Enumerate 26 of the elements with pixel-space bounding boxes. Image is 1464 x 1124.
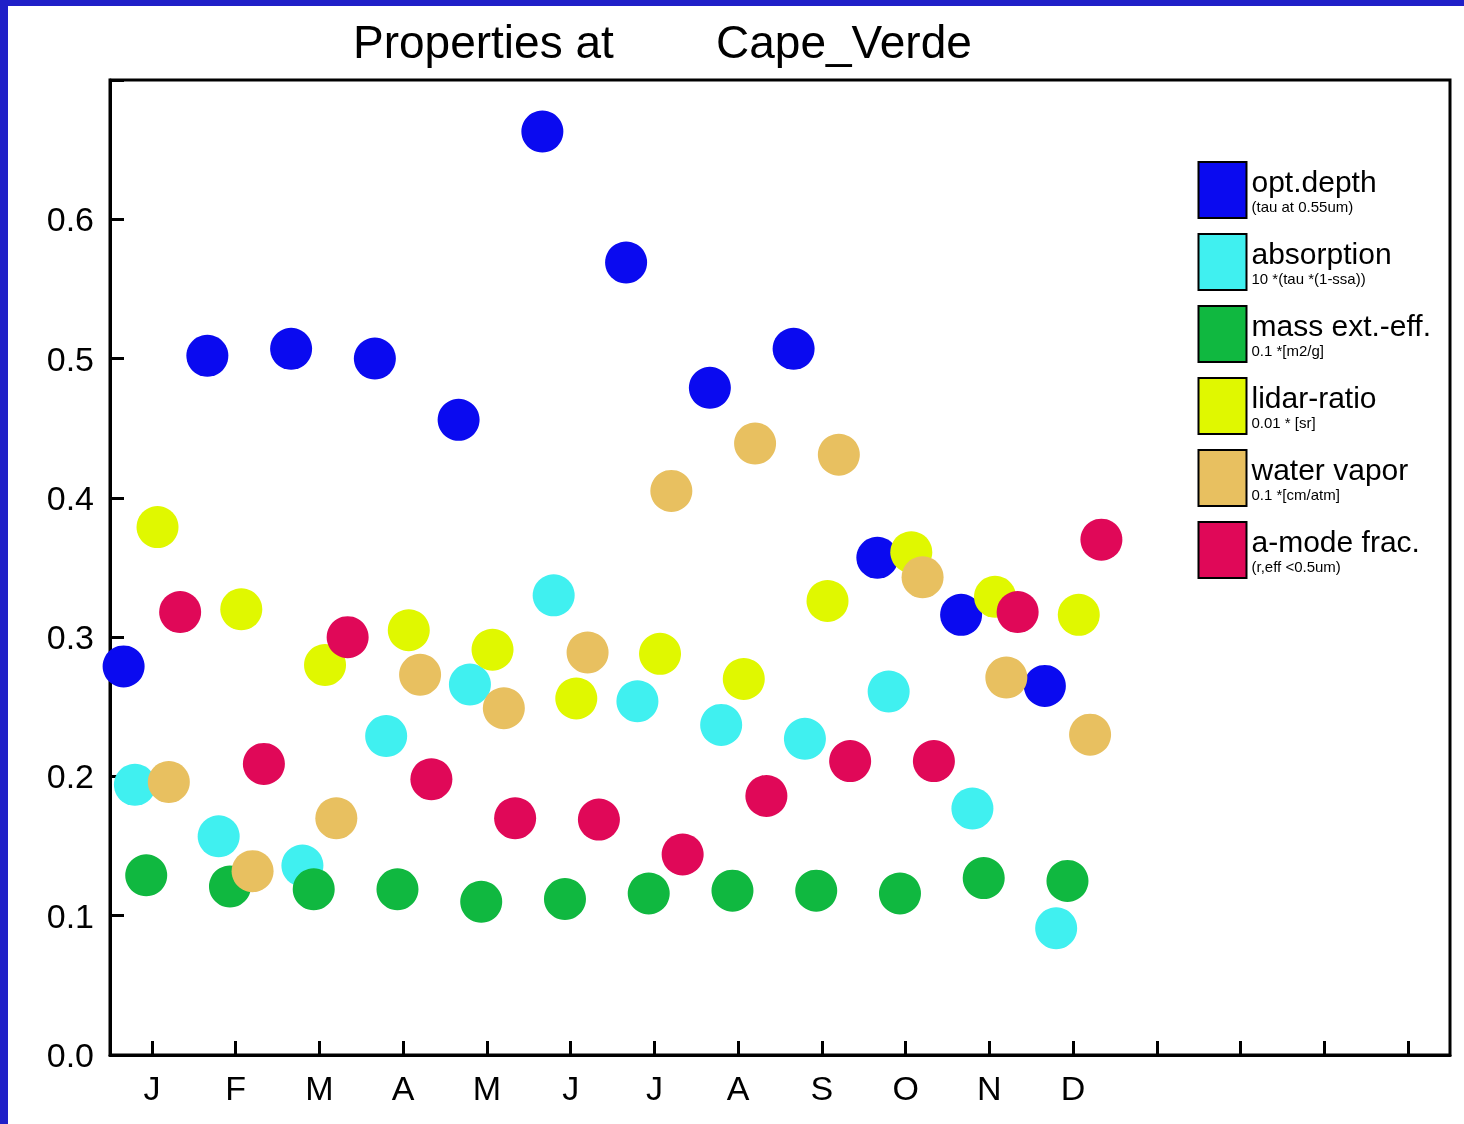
- x-tick-label: O: [892, 1069, 919, 1107]
- x-tick-label: D: [1060, 1069, 1086, 1107]
- chart-title: Properties at Cape_Verde: [353, 16, 972, 68]
- legend-label: water vapor 0.1 *[cm/atm]: [1250, 452, 1409, 503]
- legend-label: a-mode frac. (r,eff <0.5um): [1251, 524, 1420, 575]
- y-tick-label: 0.2: [46, 757, 94, 796]
- x-tick-label: S: [810, 1069, 834, 1107]
- y-tick-label: 0.0: [46, 1036, 94, 1074]
- legend-label: absorption 10 *(tau *(1-ssa)): [1251, 236, 1392, 287]
- x-tick-label: F: [225, 1069, 247, 1107]
- y-tick-label: 0.5: [46, 339, 94, 378]
- y-tick-label: 0.4: [46, 478, 94, 517]
- x-tick-label: M: [472, 1069, 502, 1107]
- y-tick-label: 0.1: [46, 896, 94, 935]
- y-tick-label: 0.3: [46, 618, 94, 657]
- y-tick-label: 0.6: [46, 200, 94, 239]
- x-tick-label: A: [391, 1069, 415, 1107]
- x-tick-label: M: [305, 1069, 334, 1107]
- legend-label: mass ext.-eff. 0.1 *[m2/g]: [1251, 308, 1432, 359]
- legend-label: lidar-ratio 0.01 * [sr]: [1251, 380, 1377, 431]
- x-tick-label: J: [143, 1069, 161, 1107]
- x-tick-label: J: [562, 1069, 580, 1107]
- x-tick-label: A: [726, 1069, 750, 1107]
- x-tick-label: N: [977, 1069, 1002, 1107]
- legend-label: opt.depth (tau at 0.55um): [1251, 164, 1377, 215]
- x-tick-label: J: [645, 1069, 663, 1107]
